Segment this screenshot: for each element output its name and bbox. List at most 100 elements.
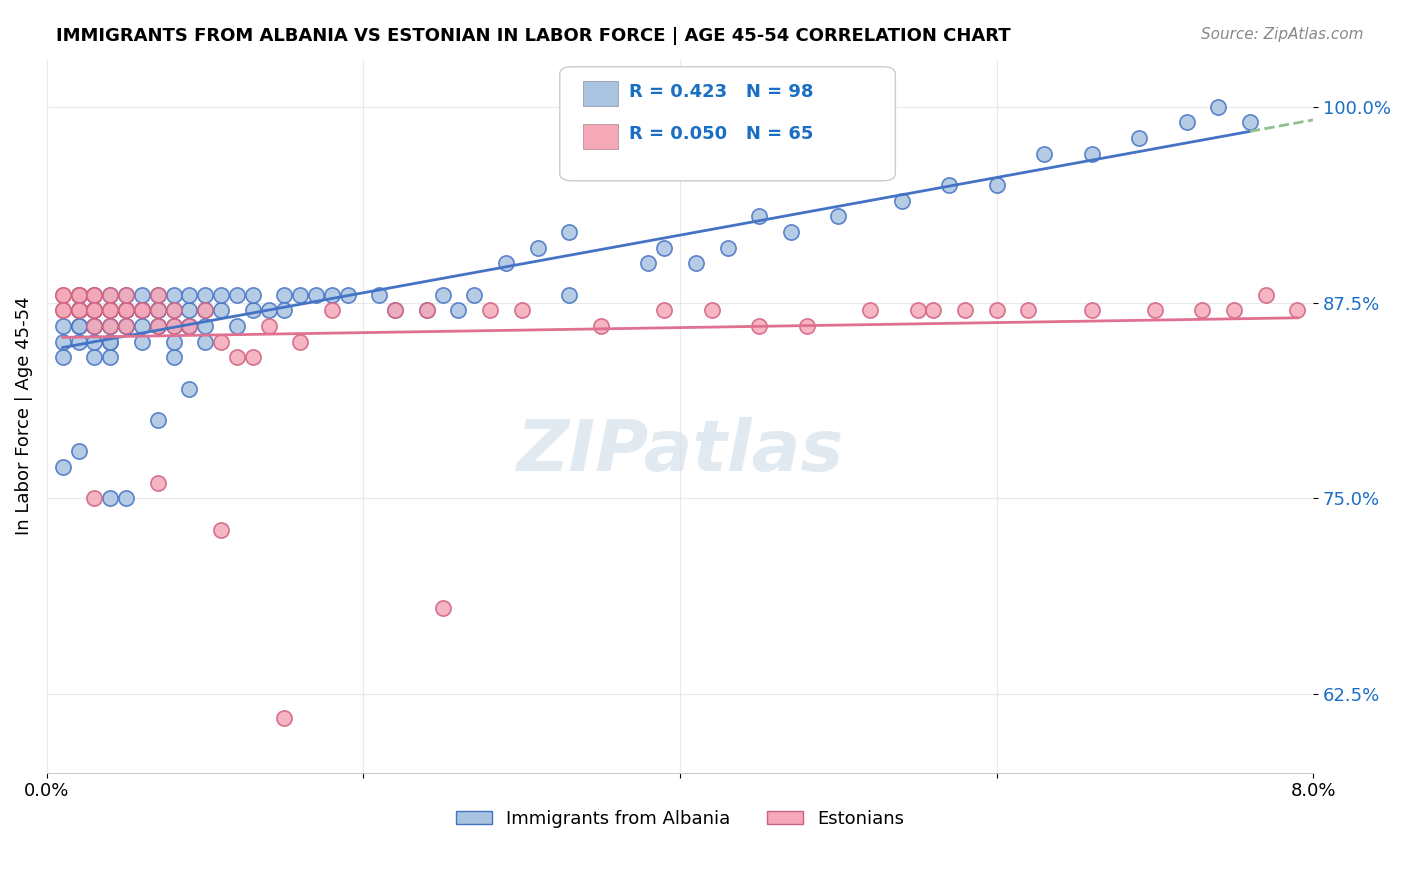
Point [83, 303, 105, 318]
Point [1206, 100, 1229, 114]
Point [98, 303, 121, 318]
Point [83, 287, 105, 301]
Point [1175, 115, 1198, 129]
Point [83, 287, 105, 301]
Text: IMMIGRANTS FROM ALBANIA VS ESTONIAN IN LABOR FORCE | AGE 45-54 CORRELATION CHART: IMMIGRANTS FROM ALBANIA VS ESTONIAN IN L… [56, 27, 1011, 45]
Point [115, 303, 138, 318]
Point [179, 382, 201, 396]
Point [416, 303, 439, 318]
Point [162, 334, 184, 349]
Point [416, 303, 439, 318]
Point [83, 319, 105, 334]
Text: R = 0.050   N = 65: R = 0.050 N = 65 [630, 126, 814, 144]
Point [52, 287, 75, 301]
Point [179, 303, 201, 318]
Point [225, 351, 247, 365]
Point [558, 287, 581, 301]
Point [225, 287, 247, 301]
Point [1033, 146, 1056, 161]
Point [179, 287, 201, 301]
Point [67, 287, 90, 301]
Point [115, 303, 138, 318]
Point [685, 256, 707, 270]
Point [1223, 303, 1246, 318]
Point [67, 334, 90, 349]
Point [98, 303, 121, 318]
Point [83, 334, 105, 349]
Point [194, 287, 217, 301]
Point [52, 303, 75, 318]
Point [432, 601, 454, 615]
Point [83, 303, 105, 318]
Point [98, 334, 121, 349]
Point [305, 287, 328, 301]
Point [827, 210, 849, 224]
Point [447, 303, 470, 318]
Point [67, 287, 90, 301]
Point [67, 319, 90, 334]
Point [98, 303, 121, 318]
Point [146, 303, 169, 318]
Point [242, 351, 264, 365]
Bar [582, 124, 619, 149]
Point [288, 334, 311, 349]
Point [257, 303, 280, 318]
Point [209, 523, 232, 537]
Point [146, 287, 169, 301]
Point [194, 303, 217, 318]
Point [162, 303, 184, 318]
Point [384, 303, 406, 318]
Point [115, 287, 138, 301]
Point [526, 241, 548, 255]
Point [162, 303, 184, 318]
Point [242, 303, 264, 318]
Point [52, 351, 75, 365]
Point [162, 351, 184, 365]
Point [225, 319, 247, 334]
Point [131, 303, 153, 318]
Point [67, 287, 90, 301]
Point [273, 711, 295, 725]
Point [321, 303, 343, 318]
Point [115, 303, 138, 318]
Point [115, 287, 138, 301]
Point [986, 303, 1008, 318]
Point [83, 303, 105, 318]
Point [131, 303, 153, 318]
Point [131, 303, 153, 318]
Bar [582, 81, 619, 106]
Point [131, 303, 153, 318]
Y-axis label: In Labor Force | Age 45-54: In Labor Force | Age 45-54 [15, 297, 32, 535]
Point [98, 287, 121, 301]
Point [52, 303, 75, 318]
Point [162, 287, 184, 301]
Point [1239, 115, 1261, 129]
Point [748, 210, 770, 224]
Point [162, 319, 184, 334]
Point [288, 287, 311, 301]
Point [52, 287, 75, 301]
Point [115, 319, 138, 334]
Point [83, 319, 105, 334]
Point [52, 319, 75, 334]
Point [146, 413, 169, 427]
Point [67, 319, 90, 334]
Point [652, 241, 675, 255]
Point [273, 303, 295, 318]
Point [131, 303, 153, 318]
Point [432, 287, 454, 301]
Point [209, 303, 232, 318]
Point [495, 256, 517, 270]
Legend: Immigrants from Albania, Estonians: Immigrants from Albania, Estonians [449, 803, 911, 835]
Point [67, 303, 90, 318]
Point [780, 225, 803, 239]
Point [907, 303, 929, 318]
Text: ZIPatlas: ZIPatlas [516, 417, 844, 486]
Point [1017, 303, 1039, 318]
Point [257, 319, 280, 334]
Point [194, 303, 217, 318]
Point [115, 319, 138, 334]
Point [384, 303, 406, 318]
Point [1254, 287, 1277, 301]
Point [98, 319, 121, 334]
